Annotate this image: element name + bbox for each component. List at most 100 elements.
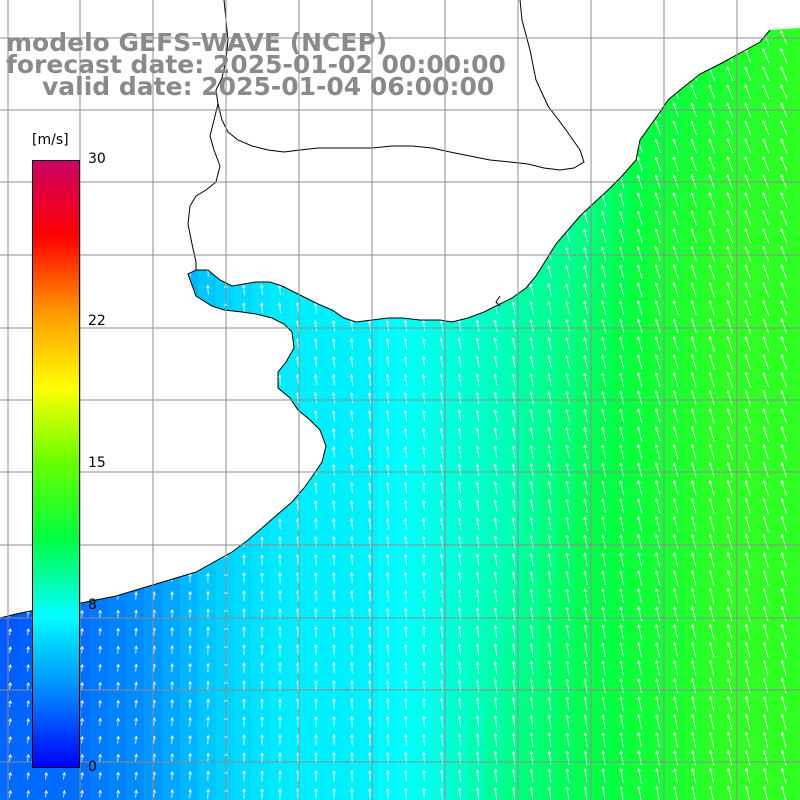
- wind-speed-cell: [108, 792, 126, 800]
- wind-vector: [458, 482, 462, 494]
- wind-speed-cell: [360, 666, 378, 684]
- wind-vector-head: [475, 571, 480, 576]
- wind-vector: [673, 444, 679, 460]
- wind-vector: [386, 356, 390, 368]
- wind-speed-cell: [684, 90, 702, 108]
- wind-vector-head: [619, 426, 623, 431]
- wind-speed-cell: [666, 270, 684, 288]
- wind-vector: [405, 554, 407, 566]
- wind-vector-head: [331, 428, 336, 432]
- wind-speed-cell: [648, 306, 666, 324]
- wind-vector: [530, 427, 534, 441]
- wind-speed-cell: [450, 792, 468, 800]
- wind-vector-head: [780, 569, 785, 574]
- wind-vector-head: [726, 317, 730, 322]
- wind-vector-head: [439, 517, 444, 522]
- wind-speed-cell: [414, 450, 432, 468]
- wind-vector: [762, 66, 770, 82]
- wind-vector-head: [278, 374, 282, 378]
- wind-vector: [386, 410, 390, 422]
- wind-vector: [691, 84, 697, 100]
- wind-speed-cell: [486, 774, 504, 792]
- wind-speed-cell: [576, 522, 594, 540]
- wind-vector-head: [708, 515, 713, 520]
- wind-speed-cell: [378, 666, 396, 684]
- wind-vector-head: [529, 498, 534, 503]
- wind-speed-cell: [576, 630, 594, 648]
- wind-vector-head: [332, 518, 336, 522]
- wind-speed-cell: [738, 612, 756, 630]
- wind-speed-cell: [306, 504, 324, 522]
- wind-vector: [744, 300, 752, 316]
- wind-speed-cell: [702, 720, 720, 738]
- wind-speed-cell: [558, 432, 576, 450]
- wind-vector: [619, 480, 625, 496]
- wind-vector-head: [655, 462, 659, 466]
- wind-vector: [422, 356, 426, 368]
- wind-speed-cell: [666, 144, 684, 162]
- wind-speed-cell: [630, 684, 648, 702]
- wind-vector: [548, 589, 552, 603]
- wind-speed-cell: [252, 792, 270, 800]
- wind-vector-head: [726, 263, 730, 268]
- wind-speed-cell: [180, 630, 198, 648]
- wind-vector-head: [780, 389, 784, 394]
- wind-speed-cell: [450, 342, 468, 360]
- wind-speed-cell: [792, 432, 800, 450]
- wind-speed-cell: [252, 288, 270, 306]
- wind-vector: [440, 320, 444, 332]
- wind-vector: [691, 192, 697, 208]
- wind-vector: [763, 588, 769, 604]
- wind-vector-head: [367, 338, 372, 342]
- wind-vector: [762, 318, 770, 334]
- wind-vector: [494, 356, 498, 368]
- wind-speed-cell: [288, 702, 306, 720]
- wind-vector: [315, 374, 317, 386]
- wind-vector: [781, 462, 787, 478]
- wind-speed-cell: [522, 612, 540, 630]
- wind-vector-head: [260, 554, 264, 558]
- wind-speed-cell: [342, 738, 360, 756]
- wind-vector: [494, 374, 498, 386]
- wind-vector-head: [726, 120, 730, 124]
- wind-vector-head: [762, 353, 766, 358]
- wind-speed-cell: [684, 360, 702, 378]
- wind-vector-head: [654, 390, 659, 394]
- wind-speed-cell: [720, 666, 738, 684]
- wind-vector: [566, 445, 570, 459]
- wind-speed-cell: [738, 648, 756, 666]
- wind-vector-head: [385, 445, 390, 450]
- wind-vector: [422, 482, 426, 494]
- wind-speed-cell: [792, 288, 800, 306]
- wind-vector: [673, 390, 679, 406]
- wind-speed-cell: [576, 558, 594, 576]
- wind-speed-cell: [396, 738, 414, 756]
- wind-speed-cell: [558, 270, 576, 288]
- wind-speed-cell: [648, 378, 666, 396]
- wind-vector: [744, 84, 752, 100]
- wind-vector: [763, 426, 769, 442]
- wind-speed-cell: [702, 360, 720, 378]
- wind-vector: [763, 552, 769, 568]
- wind-vector: [655, 570, 661, 586]
- wind-speed-cell: [288, 666, 306, 684]
- wind-vector: [691, 444, 697, 460]
- wind-speed-cell: [738, 324, 756, 342]
- wind-vector-head: [780, 533, 785, 538]
- wind-speed-cell: [378, 612, 396, 630]
- wind-speed-cell: [738, 486, 756, 504]
- wind-vector: [458, 374, 462, 386]
- wind-vector-head: [637, 480, 641, 484]
- wind-speed-cell: [198, 666, 216, 684]
- wind-vector-head: [744, 191, 748, 196]
- wind-vector-head: [636, 210, 641, 215]
- wind-vector: [566, 301, 570, 315]
- wind-speed-cell: [360, 486, 378, 504]
- wind-speed-cell: [558, 612, 576, 630]
- wind-speed-cell: [468, 720, 486, 738]
- wind-vector-head: [278, 608, 282, 612]
- wind-vector-head: [744, 497, 749, 502]
- wind-vector-head: [511, 463, 516, 467]
- wind-speed-cell: [648, 720, 666, 738]
- wind-vector-head: [457, 463, 462, 468]
